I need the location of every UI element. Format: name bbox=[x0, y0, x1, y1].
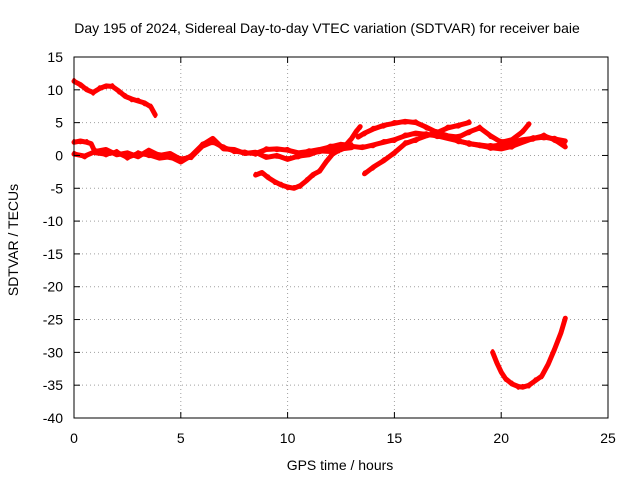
ticks bbox=[73, 56, 609, 419]
y-tick-label: -15 bbox=[43, 246, 63, 262]
x-tick-label: 0 bbox=[70, 430, 78, 446]
y-axis-title: SDTVAR / TECUs bbox=[5, 184, 21, 296]
x-axis-title: GPS time / hours bbox=[287, 457, 394, 473]
y-tick-label: 0 bbox=[55, 147, 63, 163]
y-tick-labels: 15 10 5 0 -5 -10 -15 -20 -25 -30 -35 -40 bbox=[43, 49, 63, 426]
y-tick-label: -10 bbox=[43, 213, 63, 229]
plot-frame bbox=[73, 56, 609, 419]
series-band-track-a bbox=[72, 78, 157, 119]
chart-title: Day 195 of 2024, Sidereal Day-to-day VTE… bbox=[74, 20, 580, 36]
series-band-track-f bbox=[363, 119, 471, 174]
series-band-track-d bbox=[254, 126, 362, 191]
y-tick-label: -25 bbox=[43, 312, 63, 328]
series-band-track-h bbox=[457, 132, 567, 151]
y-tick-label: 5 bbox=[55, 115, 63, 131]
series-layer bbox=[71, 78, 568, 390]
y-tick-label: -40 bbox=[43, 410, 63, 426]
y-tick-label: 15 bbox=[47, 49, 63, 65]
y-tick-label: -35 bbox=[43, 377, 63, 393]
x-tick-label: 25 bbox=[600, 430, 616, 446]
x-tick-label: 15 bbox=[387, 430, 403, 446]
x-tick-label: 5 bbox=[177, 430, 185, 446]
series-band-track-c bbox=[72, 138, 354, 162]
x-tick-labels: 0 5 10 15 20 25 bbox=[70, 430, 616, 446]
series-band-track-e bbox=[356, 119, 531, 143]
series-band-track-i bbox=[491, 318, 567, 390]
y-tick-label: -5 bbox=[51, 180, 64, 196]
y-tick-label: -30 bbox=[43, 344, 63, 360]
y-tick-label: 10 bbox=[47, 82, 63, 98]
y-tick-label: -20 bbox=[43, 279, 63, 295]
x-tick-label: 10 bbox=[280, 430, 296, 446]
x-tick-label: 20 bbox=[493, 430, 509, 446]
